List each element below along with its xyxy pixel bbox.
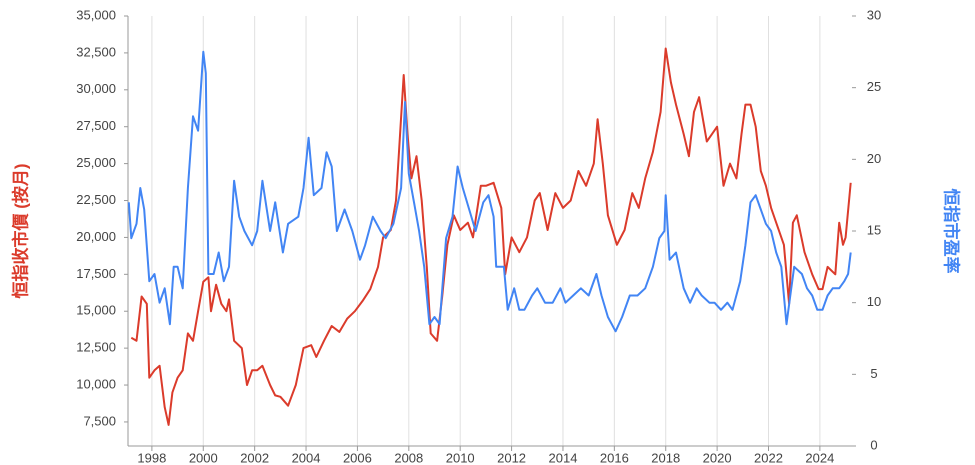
y-axis-title: 恒指收市價 (按月) <box>10 163 30 298</box>
x-tick-label: 2020 <box>703 450 732 465</box>
y2-tick-label: 5 <box>870 366 877 381</box>
y2-tick-label: 10 <box>867 294 881 309</box>
data-line <box>127 50 852 333</box>
y-tick-label: 15,000 <box>76 303 116 318</box>
y-tick-label: 32,500 <box>76 44 116 59</box>
x-tick-label: 2006 <box>343 450 372 465</box>
x-tick-label: 2002 <box>240 450 269 465</box>
x-tick-label: 2010 <box>446 450 475 465</box>
x-tick-label: 2014 <box>549 450 578 465</box>
x-tick-label: 2024 <box>805 450 834 465</box>
y-tick-label: 25,000 <box>76 155 116 170</box>
y-tick-label: 20,000 <box>76 229 116 244</box>
y2-tick-label: 20 <box>867 151 881 166</box>
y2-tick-label: 25 <box>867 79 881 94</box>
x-tick-label: 2016 <box>600 450 629 465</box>
x-tick-label: 2004 <box>292 450 321 465</box>
x-tick-label: 2018 <box>651 450 680 465</box>
data-line <box>130 47 852 426</box>
y-tick-label: 35,000 <box>76 7 116 22</box>
y2-tick-label: 15 <box>867 222 881 237</box>
y-tick-label: 10,000 <box>76 376 116 391</box>
x-tick-label: 2022 <box>754 450 783 465</box>
x-tick-label: 2000 <box>189 450 218 465</box>
x-tick-label: 2012 <box>497 450 526 465</box>
y-tick-label: 7,500 <box>83 413 116 428</box>
y-tick-label: 22,500 <box>76 192 116 207</box>
y-tick-label: 30,000 <box>76 81 116 96</box>
y2-axis-title: 恒指市盈率 <box>942 189 962 274</box>
y-tick-label: 17,500 <box>76 266 116 281</box>
x-tick-label: 1998 <box>137 450 166 465</box>
y-tick-label: 27,500 <box>76 118 116 133</box>
x-tick-label: 2008 <box>394 450 423 465</box>
y2-tick-label: 30 <box>867 7 881 22</box>
y2-tick-label: 0 <box>870 437 877 452</box>
y-tick-label: 12,500 <box>76 340 116 355</box>
